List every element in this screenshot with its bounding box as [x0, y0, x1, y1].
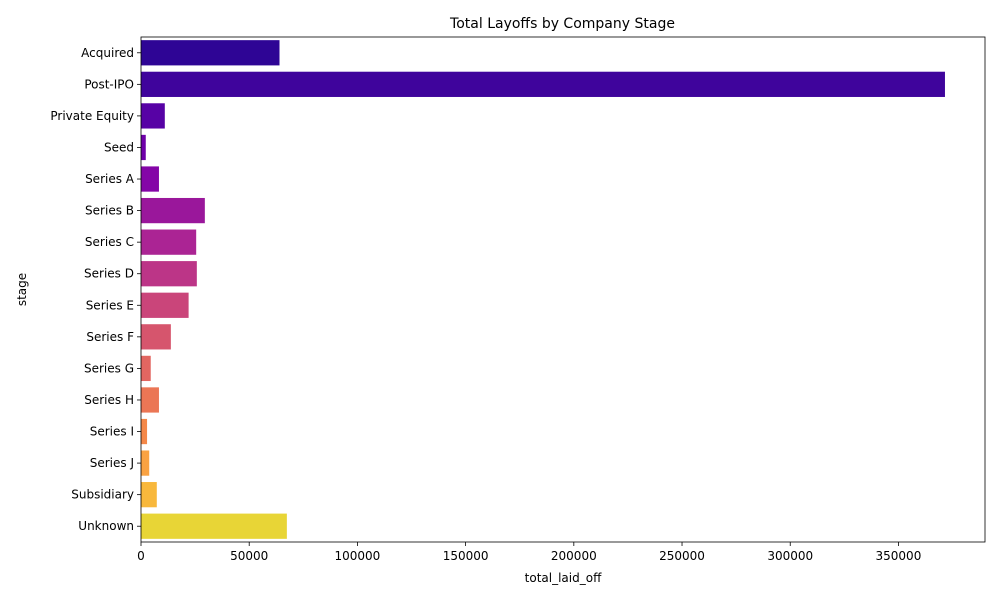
y-tick-label: Series A	[85, 172, 135, 186]
bar-seed	[141, 134, 146, 161]
x-axis-ticks: 0 50000 100000 150000 200000 250000 300000 3500…	[137, 542, 921, 563]
bar-unknown	[141, 513, 287, 539]
x-tick-label: 350000	[876, 549, 922, 563]
x-tick-label: 50000	[230, 549, 268, 563]
bar-series-i	[141, 418, 148, 445]
x-tick-label: 300000	[767, 549, 813, 563]
y-tick-label: Series E	[86, 298, 134, 312]
x-tick-label: 200000	[551, 549, 597, 563]
bar-series-d	[141, 261, 197, 287]
y-tick-label: Series H	[84, 393, 134, 407]
y-axis-label: stage	[15, 273, 29, 306]
bar-series-f	[141, 324, 171, 350]
y-tick-label: Seed	[104, 140, 134, 154]
bar-series-a	[141, 166, 159, 192]
bar-series-c	[141, 229, 197, 255]
x-tick-label: 250000	[659, 549, 705, 563]
bar-series-b	[141, 197, 205, 224]
y-tick-label: Acquired	[81, 46, 134, 60]
y-tick-label: Series J	[90, 456, 134, 470]
axes-frame	[140, 36, 986, 543]
y-tick-label: Series D	[84, 267, 134, 281]
bar-series-e	[141, 292, 189, 318]
y-tick-label: Series F	[86, 330, 134, 344]
bar-acquired	[141, 40, 280, 66]
bar-series-j	[141, 450, 150, 476]
y-tick-label: Series B	[85, 204, 134, 218]
x-axis-label: total_laid_off	[525, 571, 602, 585]
bar-series-h	[141, 387, 159, 413]
chart-title: Total Layoffs by Company Stage	[449, 16, 675, 32]
y-tick-label: Unknown	[78, 519, 134, 533]
y-tick-label: Private Equity	[50, 109, 134, 123]
bar-private-equity	[141, 103, 165, 129]
y-tick-label: Subsidiary	[71, 488, 134, 502]
bar-subsidiary	[141, 482, 157, 508]
x-tick-label: 150000	[443, 549, 489, 563]
y-tick-label: Series G	[84, 361, 134, 375]
bars-group	[141, 40, 945, 539]
x-tick-label: 0	[137, 549, 145, 563]
y-tick-label: Post-IPO	[84, 77, 134, 91]
bar-post-ipo	[141, 71, 945, 97]
y-axis-ticks: Acquired Post-IPO Private Equity Seed Series…	[50, 46, 141, 533]
bar-series-g	[141, 355, 151, 382]
x-tick-label: 100000	[335, 549, 381, 563]
y-tick-label: Series I	[90, 425, 134, 439]
y-tick-label: Series C	[85, 235, 134, 249]
